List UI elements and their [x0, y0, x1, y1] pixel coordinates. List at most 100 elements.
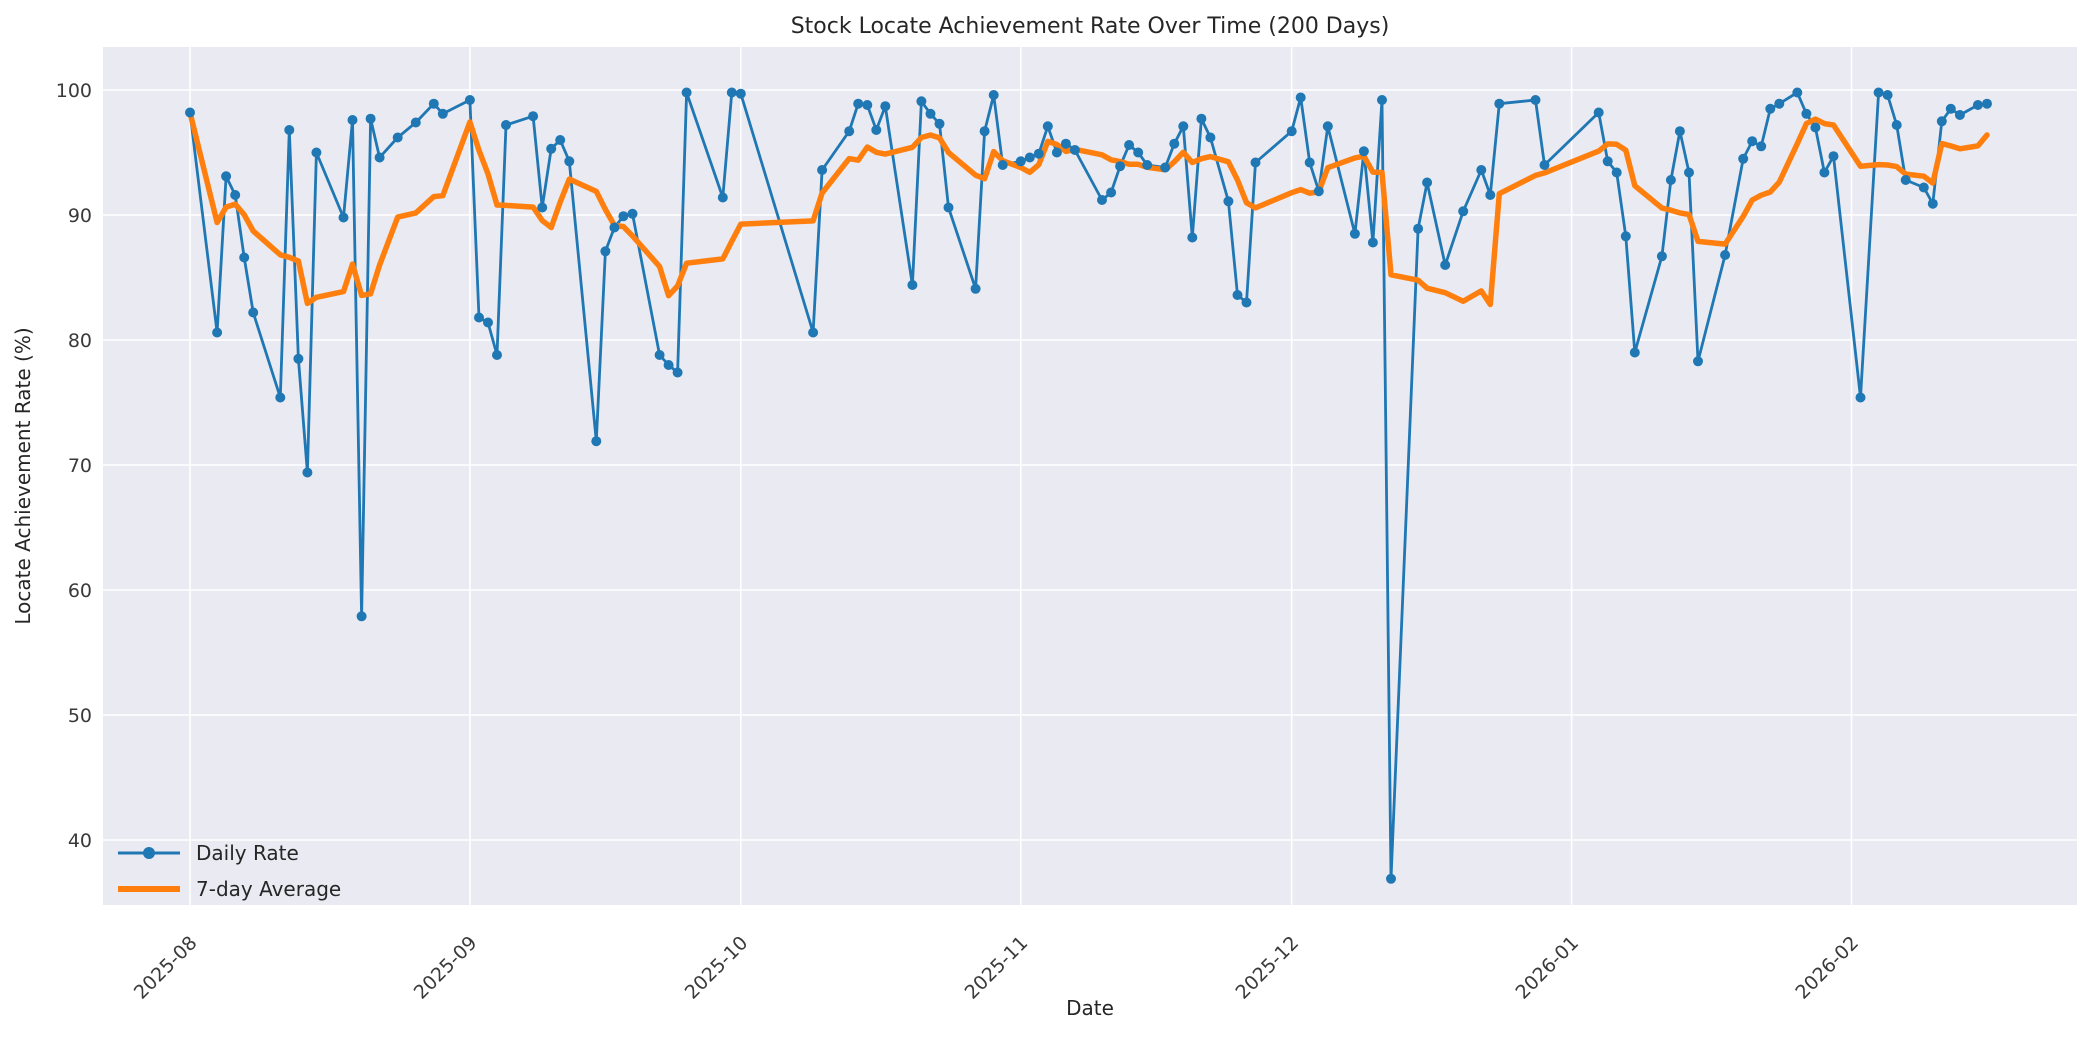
data-point-marker: [1458, 206, 1469, 217]
data-point-marker: [907, 280, 918, 290]
data-point-marker: [1530, 95, 1541, 105]
data-point-marker: [410, 117, 421, 128]
y-tick-label: 50: [68, 705, 92, 727]
data-point-marker: [1124, 140, 1135, 150]
data-point-marker: [1819, 167, 1830, 178]
data-point-marker: [248, 307, 259, 318]
data-point-marker: [1747, 136, 1758, 147]
y-tick-label: 90: [68, 205, 92, 227]
data-point-marker: [1602, 156, 1613, 167]
data-point-marker: [1160, 162, 1171, 173]
avg-legend-label: 7-day Average: [196, 877, 341, 901]
x-tick-label: 2025-08: [130, 932, 202, 1004]
data-point-marker: [1051, 147, 1062, 158]
data-point-marker: [1891, 120, 1902, 130]
x-axis-label: Date: [1066, 996, 1114, 1020]
data-point-marker: [627, 208, 638, 219]
data-point-marker: [374, 152, 385, 163]
data-point-marker: [1476, 165, 1487, 175]
data-point-marker: [943, 202, 954, 213]
data-point-marker: [347, 115, 358, 125]
data-point-marker: [1024, 152, 1035, 163]
data-point-marker: [1313, 186, 1324, 197]
data-point-marker: [1774, 98, 1785, 109]
data-point-marker: [1684, 167, 1694, 178]
y-tick-label: 80: [68, 330, 92, 352]
x-tick-label: 2025-12: [1232, 932, 1304, 1004]
data-point-marker: [537, 202, 548, 213]
data-point-marker: [934, 118, 945, 129]
data-point-marker: [654, 350, 665, 360]
data-point-marker: [681, 87, 692, 98]
data-point-marker: [1539, 160, 1550, 170]
data-point-marker: [1629, 347, 1640, 358]
data-point-marker: [1954, 110, 1965, 120]
seven-day-average-line: [187, 109, 1990, 308]
data-point-marker: [1250, 157, 1261, 168]
data-point-marker: [437, 108, 448, 119]
data-point-marker: [600, 246, 611, 257]
data-point-marker: [663, 360, 674, 370]
x-tick-label: 2025-09: [410, 932, 482, 1004]
plot-area: [103, 47, 2077, 905]
data-point-marker: [356, 611, 367, 622]
data-point-marker: [1674, 126, 1685, 137]
gridlines: [103, 47, 2077, 905]
data-point-marker: [1593, 107, 1604, 118]
data-point-marker: [817, 165, 828, 175]
data-point-marker: [1927, 198, 1938, 209]
data-point-marker: [1936, 116, 1947, 127]
data-point-marker: [1765, 103, 1776, 114]
data-point-marker: [555, 135, 566, 145]
data-point-marker: [483, 317, 493, 328]
data-point-marker: [1304, 157, 1315, 168]
legend-item-daily-rate: Daily Rate: [118, 841, 299, 865]
data-point-marker: [1322, 121, 1333, 132]
y-tick-label: 70: [68, 455, 92, 477]
data-point-marker: [1882, 90, 1893, 100]
data-point-marker: [1413, 223, 1424, 234]
data-point-marker: [1855, 392, 1866, 403]
data-point-marker: [871, 125, 882, 135]
data-point-marker: [1358, 146, 1369, 157]
data-point-marker: [1133, 147, 1144, 158]
data-point-marker: [1097, 195, 1107, 205]
data-point-marker: [501, 120, 511, 130]
data-point-marker: [1810, 122, 1821, 133]
data-point-marker: [474, 312, 484, 323]
data-point-marker: [1106, 187, 1117, 198]
data-point-marker: [988, 90, 999, 100]
data-point-marker: [365, 113, 376, 124]
data-point-marker: [284, 125, 295, 135]
data-point-marker: [880, 101, 891, 112]
daily-rate-legend-marker: [143, 847, 155, 859]
legend-item-7day-average: 7-day Average: [118, 877, 341, 901]
data-point-marker: [997, 160, 1008, 170]
data-point-marker: [464, 95, 475, 105]
data-point-marker: [609, 222, 620, 233]
data-point-marker: [212, 327, 223, 338]
data-point-marker: [239, 252, 250, 263]
data-point-marker: [1142, 160, 1153, 170]
data-point-marker: [1349, 228, 1360, 239]
data-point-marker: [528, 111, 539, 122]
legend: Daily Rate 7-day Average: [118, 841, 341, 901]
data-point-marker: [979, 126, 990, 137]
data-point-marker: [1196, 113, 1207, 124]
data-point-marker: [1693, 356, 1703, 367]
data-point-marker: [1069, 145, 1080, 155]
data-point-marker: [844, 126, 855, 137]
data-point-marker: [1232, 290, 1243, 300]
chart-title: Stock Locate Achievement Rate Over Time …: [791, 14, 1390, 39]
x-tick-label: 2025-11: [961, 932, 1033, 1004]
data-point-marker: [1060, 138, 1071, 149]
data-point-marker: [618, 211, 629, 222]
data-point-marker: [1828, 151, 1839, 162]
data-point-marker: [428, 98, 439, 109]
daily-rate-legend-label: Daily Rate: [196, 841, 299, 865]
data-point-marker: [717, 192, 728, 203]
data-point-marker: [1422, 177, 1433, 188]
data-point-marker: [1665, 175, 1676, 185]
data-point-marker: [1918, 182, 1929, 193]
